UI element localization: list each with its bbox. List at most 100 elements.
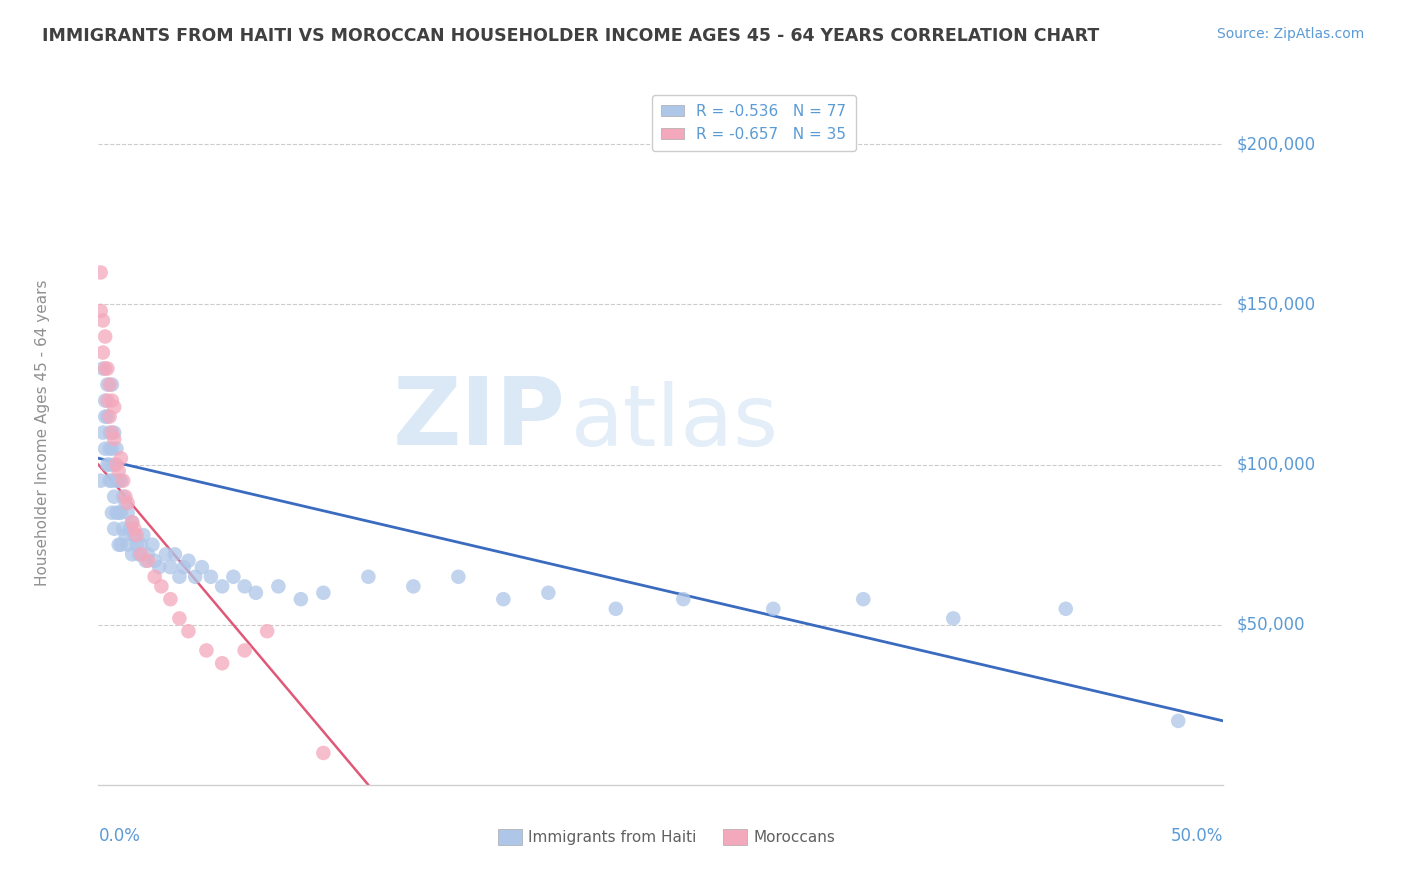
Point: [94, 442, 117, 456]
Point: [211, 579, 233, 593]
Point: [118, 522, 141, 536]
Point: [256, 624, 278, 639]
Point: [159, 560, 181, 574]
Point: [672, 592, 695, 607]
Point: [233, 579, 256, 593]
Point: [117, 538, 139, 552]
Point: [94, 393, 117, 408]
Point: [492, 592, 515, 607]
Point: [117, 506, 139, 520]
Point: [103, 425, 125, 440]
Point: [103, 458, 125, 472]
Point: [114, 528, 136, 542]
Point: [103, 432, 125, 446]
Point: [103, 400, 125, 414]
Point: [222, 570, 245, 584]
Point: [98, 409, 121, 424]
Point: [245, 586, 267, 600]
Point: [91, 345, 114, 359]
Point: [136, 554, 159, 568]
Point: [537, 586, 560, 600]
Point: [101, 474, 124, 488]
Point: [191, 560, 214, 574]
Point: [312, 586, 335, 600]
Point: [129, 538, 152, 552]
Point: [107, 464, 129, 478]
Text: ZIP: ZIP: [392, 373, 565, 465]
FancyBboxPatch shape: [723, 830, 748, 845]
Point: [112, 490, 135, 504]
Text: Source: ZipAtlas.com: Source: ZipAtlas.com: [1216, 27, 1364, 41]
Text: Moroccans: Moroccans: [754, 830, 835, 845]
Point: [121, 516, 143, 530]
Point: [90, 304, 112, 318]
Point: [155, 547, 177, 561]
Point: [1167, 714, 1189, 728]
Point: [150, 579, 173, 593]
Point: [98, 474, 121, 488]
Point: [177, 554, 200, 568]
Text: atlas: atlas: [571, 381, 779, 464]
Point: [447, 570, 470, 584]
Point: [96, 377, 118, 392]
Point: [96, 458, 118, 472]
Point: [96, 409, 118, 424]
Point: [110, 538, 132, 552]
Point: [148, 560, 170, 574]
Text: Householder Income Ages 45 - 64 years: Householder Income Ages 45 - 64 years: [35, 279, 49, 586]
Point: [143, 570, 166, 584]
Point: [98, 377, 121, 392]
Point: [90, 265, 112, 279]
Text: 50.0%: 50.0%: [1171, 827, 1223, 846]
Point: [91, 361, 114, 376]
Point: [312, 746, 335, 760]
Point: [96, 393, 118, 408]
Point: [107, 538, 129, 552]
Point: [112, 474, 135, 488]
Point: [110, 474, 132, 488]
Point: [290, 592, 312, 607]
Point: [94, 361, 117, 376]
Point: [125, 538, 148, 552]
Point: [132, 528, 155, 542]
Point: [101, 425, 124, 440]
Point: [112, 522, 135, 536]
Point: [124, 528, 146, 542]
Point: [96, 361, 118, 376]
Point: [605, 601, 627, 615]
Point: [135, 554, 157, 568]
Legend: R = -0.536   N = 77, R = -0.657   N = 35: R = -0.536 N = 77, R = -0.657 N = 35: [652, 95, 856, 151]
Point: [98, 442, 121, 456]
Text: $150,000: $150,000: [1237, 295, 1316, 313]
Point: [91, 313, 114, 327]
Point: [114, 490, 136, 504]
Text: 0.0%: 0.0%: [98, 827, 141, 846]
Point: [105, 506, 128, 520]
Point: [125, 528, 148, 542]
Point: [169, 611, 191, 625]
Point: [114, 496, 136, 510]
Text: IMMIGRANTS FROM HAITI VS MOROCCAN HOUSEHOLDER INCOME AGES 45 - 64 YEARS CORRELAT: IMMIGRANTS FROM HAITI VS MOROCCAN HOUSEH…: [42, 27, 1099, 45]
Point: [94, 329, 117, 343]
Point: [98, 425, 121, 440]
Point: [101, 377, 124, 392]
Point: [103, 522, 125, 536]
Point: [91, 425, 114, 440]
Point: [103, 490, 125, 504]
Point: [141, 538, 163, 552]
Point: [195, 643, 218, 657]
Point: [107, 506, 129, 520]
Point: [402, 579, 425, 593]
Point: [101, 506, 124, 520]
Point: [90, 474, 112, 488]
Point: [852, 592, 875, 607]
Point: [163, 547, 186, 561]
Point: [94, 409, 117, 424]
Point: [105, 442, 128, 456]
Point: [357, 570, 380, 584]
Point: [159, 592, 181, 607]
Point: [1054, 601, 1077, 615]
Point: [184, 570, 207, 584]
Point: [128, 547, 150, 561]
Point: [129, 547, 152, 561]
